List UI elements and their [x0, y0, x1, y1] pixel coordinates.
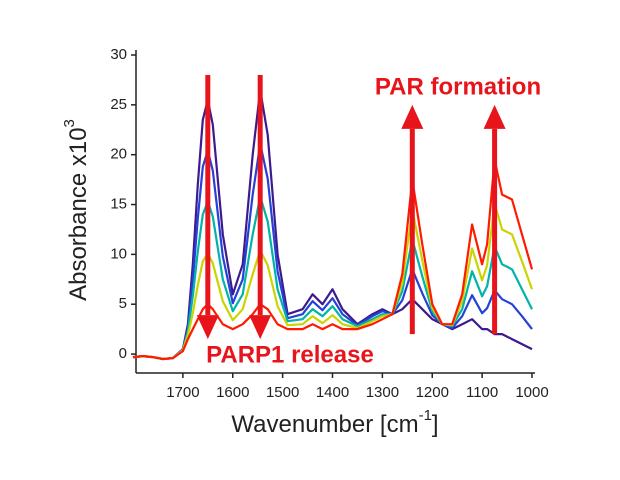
- spectrum-line: [132, 88, 533, 361]
- x-tick-label: 1100: [466, 384, 498, 401]
- y-axis-label-text: Absorbance x10: [65, 127, 92, 300]
- y-tick-label: 15: [110, 196, 127, 213]
- x-tick-label: 1000: [515, 384, 548, 401]
- x-axis-label-text: Wavenumber [cm: [231, 411, 418, 438]
- spectrum-line: [132, 142, 533, 361]
- arrow-head: [401, 104, 424, 129]
- arrow-head: [249, 315, 272, 340]
- x-tick-label: 1700: [166, 384, 199, 401]
- y-tick-label: 10: [110, 245, 127, 262]
- annotation: PARP1 release: [206, 341, 374, 368]
- x-tick-label: 1600: [216, 384, 249, 401]
- y-tick-label: 30: [110, 46, 127, 63]
- x-axis-label: Wavenumber [cm-1]: [231, 407, 438, 438]
- x-axis-label-sup: -1: [419, 407, 432, 424]
- spectrum-line: [132, 195, 533, 361]
- x-tick-label: 1400: [316, 384, 349, 401]
- spectrum-line: [132, 202, 534, 361]
- x-tick-label: 1500: [266, 384, 299, 401]
- x-axis-label-end: ]: [432, 411, 439, 438]
- x-tick-label: 1200: [416, 384, 449, 401]
- x-tick-label: 1300: [366, 384, 399, 401]
- arrow-head: [483, 104, 506, 129]
- y-tick-label: 5: [119, 295, 127, 312]
- y-axis-label: Absorbance x103: [61, 119, 92, 301]
- y-axis-label-sup: 3: [61, 119, 78, 127]
- y-tick-label: 20: [110, 146, 127, 163]
- y-tick-label: 0: [119, 345, 127, 362]
- spectrum-line: [132, 158, 534, 361]
- annotation: PAR formation: [375, 73, 541, 100]
- arrow-head: [196, 315, 219, 340]
- y-tick-label: 25: [110, 96, 127, 113]
